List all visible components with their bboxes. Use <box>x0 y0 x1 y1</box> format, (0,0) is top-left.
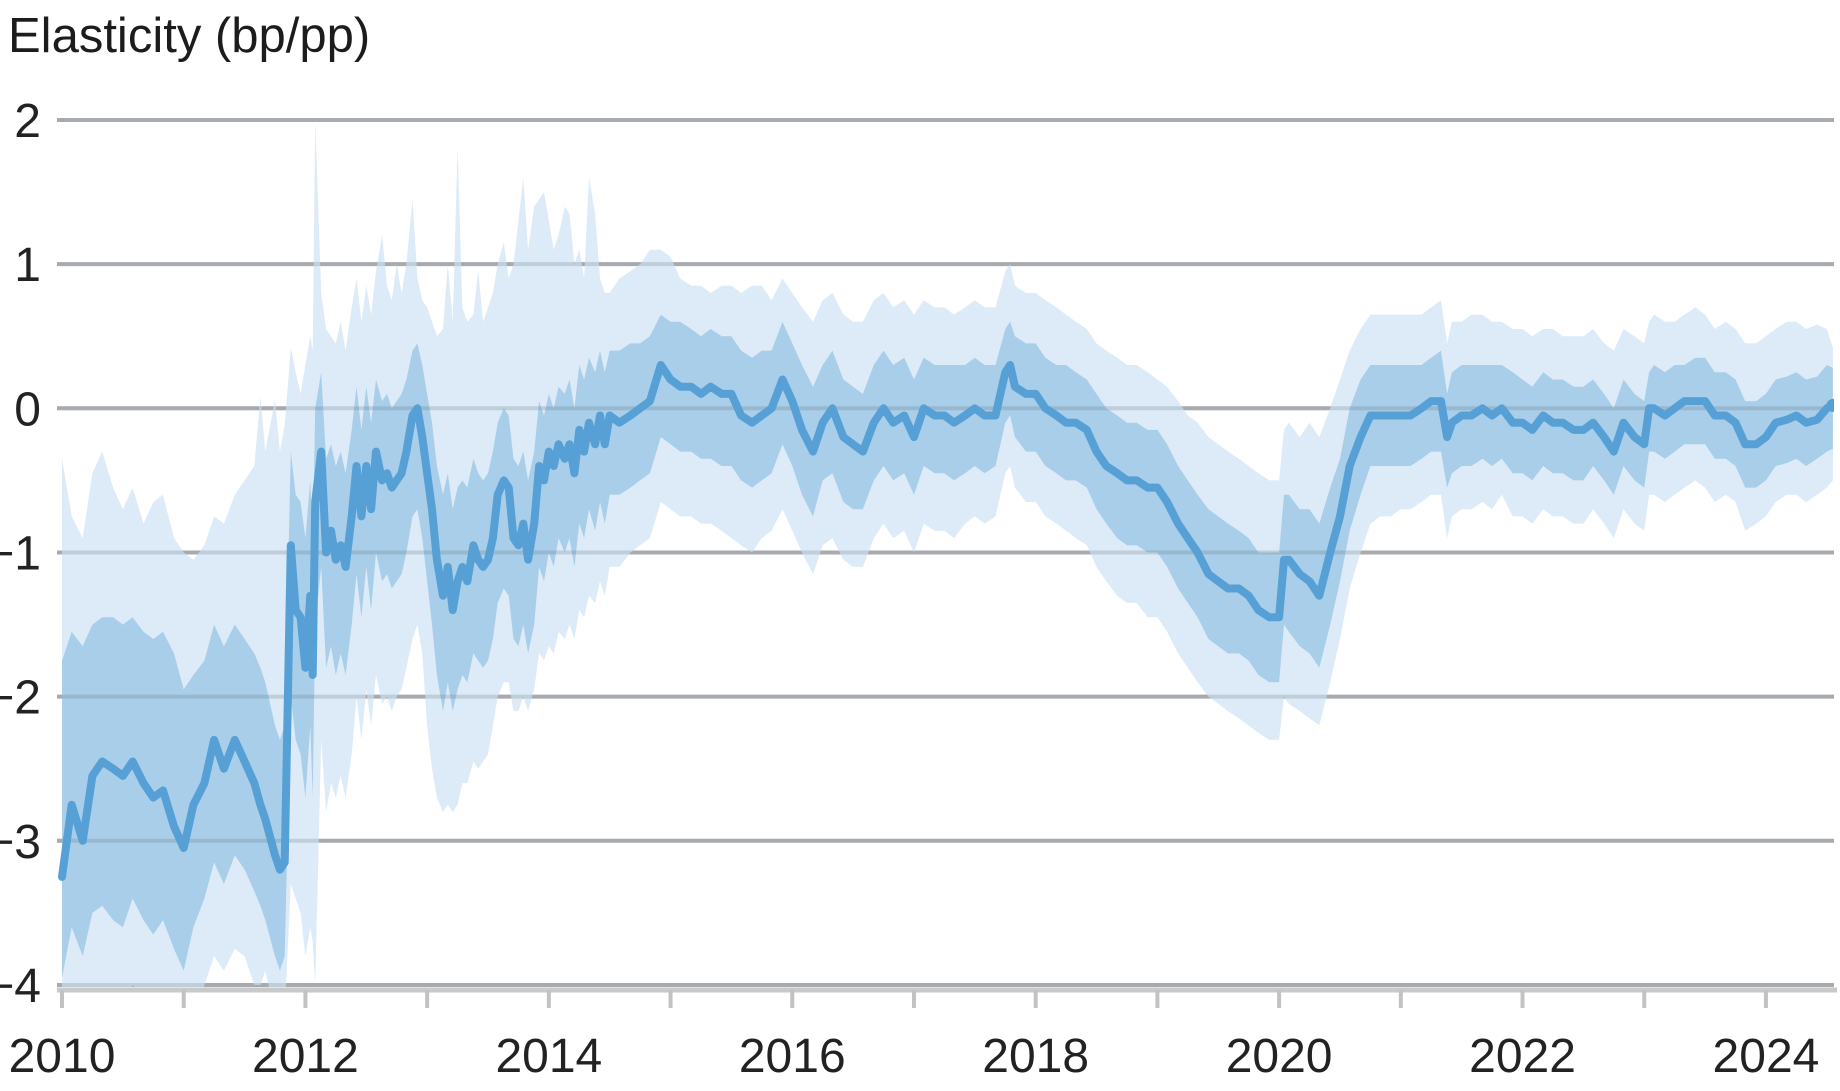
chart-title: Elasticity (bp/pp) <box>8 9 371 63</box>
y-tick-label: 2 <box>14 95 41 148</box>
x-tick-label: 2016 <box>739 1030 846 1083</box>
x-tick-label: 2022 <box>1469 1030 1576 1083</box>
median-line <box>58 361 1834 881</box>
y-tick-label: 1 <box>14 239 41 292</box>
x-tick-label: 2024 <box>1713 1030 1820 1083</box>
x-tick-label: 2018 <box>982 1030 1089 1083</box>
x-tick-label: 2020 <box>1226 1030 1333 1083</box>
y-tick-label: −4 <box>0 960 41 1013</box>
y-tick-label: −3 <box>0 816 41 869</box>
y-tick-label: −1 <box>0 527 41 580</box>
series-group <box>57 117 1834 987</box>
outer-confidence-band <box>62 120 1833 987</box>
line-end-dot <box>1826 398 1834 412</box>
x-tick-label: 2010 <box>9 1030 116 1083</box>
x-tick-label: 2012 <box>252 1030 359 1083</box>
y-tick-label: 0 <box>14 383 41 436</box>
x-tick-label: 2014 <box>495 1030 602 1083</box>
y-tick-label: −2 <box>0 672 41 725</box>
